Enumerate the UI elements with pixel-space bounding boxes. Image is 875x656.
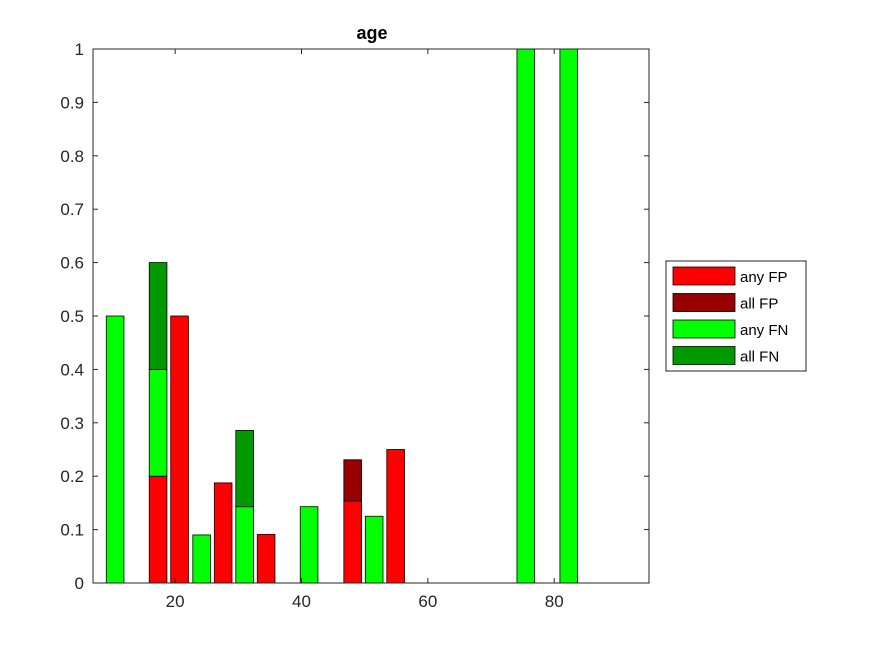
y-tick-label: 0.3 (60, 414, 84, 433)
bar-segment-any-fp (213, 482, 233, 584)
y-tick-label: 0.5 (60, 307, 84, 326)
y-tick-label: 0 (75, 574, 84, 593)
bar-segment-all-fn (148, 262, 168, 370)
y-tick-label: 0.7 (60, 200, 84, 219)
legend-swatch (672, 293, 736, 312)
y-tick-label: 0.4 (60, 360, 84, 379)
axes-layer: 0 0.1 0.2 0.3 0.4 0.5 0.6 0.7 0.8 0.9 1 20 40 60 80 (60, 40, 650, 611)
x-tick-label: 40 (292, 592, 311, 611)
bar-segment-any-fp (170, 315, 189, 584)
bars-layer (105, 48, 579, 584)
bar-segment-any-fn (235, 506, 254, 584)
x-tick-label: 20 (166, 592, 185, 611)
legend: any FP all FP any FN all FN (665, 260, 807, 372)
legend-swatch (672, 319, 736, 339)
y-tick-label: 0.1 (60, 521, 84, 540)
bar-segment-any-fn (105, 315, 125, 584)
x-tick-label: 80 (545, 592, 564, 611)
bar-segment-any-fn (148, 368, 168, 477)
legend-swatch (672, 266, 736, 286)
bar-segment-any-fp (386, 449, 405, 584)
bar-segment-any-fn (559, 48, 579, 584)
legend-label: any FP (740, 269, 788, 286)
legend-label: all FN (740, 349, 779, 366)
bar-segment-any-fn (364, 515, 384, 584)
legend-label: any FN (740, 322, 788, 339)
y-tick-label: 0.9 (60, 93, 84, 112)
y-tick-label: 0.6 (60, 254, 84, 273)
chart-title: age (356, 23, 387, 43)
bar-segment-any-fn (192, 534, 211, 584)
x-tick-label: 60 (418, 592, 437, 611)
bar-segment-any-fn (516, 48, 536, 584)
bar-segment-any-fp (148, 475, 168, 584)
y-tick-label: 0.2 (60, 467, 84, 486)
bar-segment-any-fp (256, 534, 276, 584)
bar-segment-all-fn (235, 430, 254, 508)
bar-segment-any-fp (343, 500, 362, 584)
bar-segment-any-fn (299, 506, 319, 584)
legend-label: all FP (740, 296, 778, 313)
y-tick-label: 1 (75, 40, 84, 59)
y-tick-label: 0.8 (60, 147, 84, 166)
legend-swatch (672, 346, 736, 365)
bar-segment-all-fp (343, 459, 362, 502)
